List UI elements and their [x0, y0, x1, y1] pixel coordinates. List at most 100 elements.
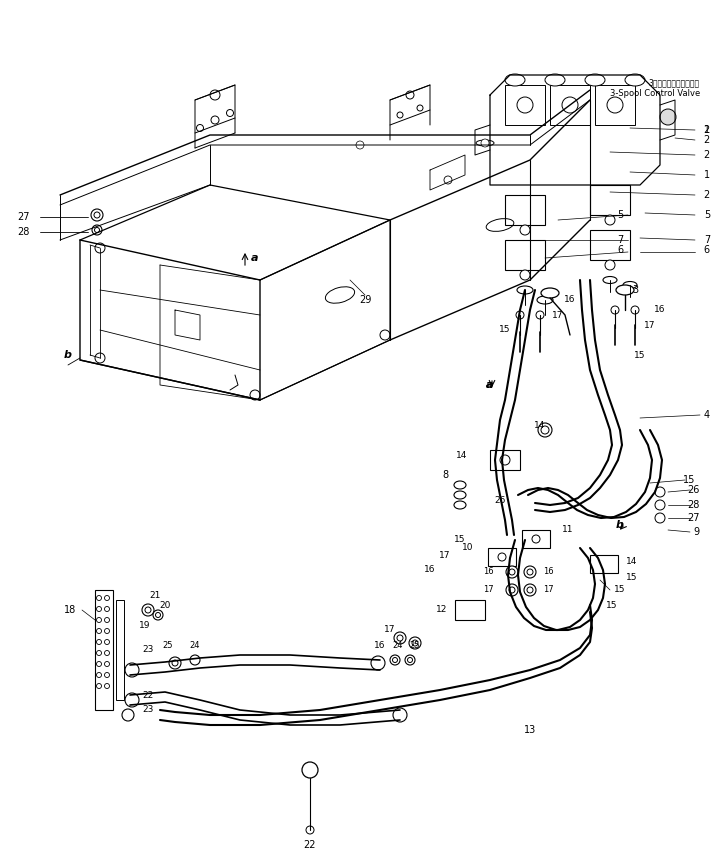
- Circle shape: [95, 243, 105, 253]
- Text: 8: 8: [442, 470, 448, 480]
- Bar: [505, 195, 545, 225]
- Circle shape: [538, 423, 552, 437]
- Bar: [505, 240, 545, 270]
- Circle shape: [516, 311, 524, 319]
- Circle shape: [380, 330, 390, 340]
- Circle shape: [517, 97, 533, 113]
- Text: 15: 15: [499, 325, 511, 335]
- Circle shape: [393, 657, 398, 663]
- Text: 24: 24: [190, 640, 200, 650]
- Circle shape: [631, 306, 639, 314]
- Text: b: b: [64, 350, 72, 360]
- Text: 15: 15: [626, 574, 638, 582]
- Circle shape: [156, 613, 161, 617]
- Circle shape: [417, 105, 423, 111]
- Text: 15: 15: [634, 350, 645, 360]
- Text: 16: 16: [564, 295, 575, 305]
- Text: 14: 14: [456, 450, 468, 460]
- Circle shape: [104, 628, 109, 633]
- Circle shape: [104, 617, 109, 622]
- Ellipse shape: [616, 285, 634, 295]
- Text: 2: 2: [704, 150, 710, 160]
- Text: 18: 18: [64, 605, 76, 615]
- Text: 2: 2: [704, 125, 710, 135]
- Bar: [550, 85, 590, 125]
- Bar: [522, 530, 550, 548]
- Text: 7: 7: [617, 235, 623, 245]
- Ellipse shape: [603, 276, 617, 283]
- Circle shape: [104, 607, 109, 611]
- Circle shape: [408, 657, 413, 663]
- Circle shape: [145, 607, 151, 613]
- Text: 17: 17: [483, 586, 493, 595]
- Bar: [488, 548, 516, 566]
- Ellipse shape: [476, 140, 494, 146]
- Circle shape: [96, 651, 101, 656]
- Ellipse shape: [454, 501, 466, 509]
- Circle shape: [409, 637, 421, 649]
- Text: 16: 16: [424, 566, 436, 574]
- Text: 25: 25: [163, 640, 174, 650]
- Circle shape: [96, 662, 101, 667]
- Circle shape: [210, 90, 220, 100]
- Bar: [490, 450, 520, 470]
- Circle shape: [95, 353, 105, 363]
- Bar: [116, 600, 124, 700]
- Circle shape: [390, 655, 400, 665]
- Circle shape: [536, 311, 544, 319]
- Text: 16: 16: [374, 640, 386, 650]
- Text: a: a: [486, 380, 494, 390]
- Text: 1: 1: [704, 125, 710, 135]
- Text: 14: 14: [534, 420, 545, 430]
- Circle shape: [96, 596, 101, 601]
- Text: 1: 1: [704, 170, 710, 180]
- Circle shape: [607, 97, 623, 113]
- Text: 25: 25: [410, 640, 421, 650]
- Circle shape: [211, 116, 219, 124]
- Circle shape: [660, 109, 676, 125]
- Text: b: b: [616, 520, 624, 530]
- Circle shape: [172, 660, 178, 666]
- Circle shape: [394, 632, 406, 644]
- Text: 5: 5: [704, 210, 710, 220]
- Circle shape: [532, 535, 540, 543]
- Text: 17: 17: [439, 550, 451, 560]
- Circle shape: [406, 91, 414, 99]
- Ellipse shape: [537, 296, 553, 304]
- Ellipse shape: [625, 74, 645, 86]
- Circle shape: [562, 97, 578, 113]
- Circle shape: [481, 139, 489, 147]
- Ellipse shape: [545, 74, 565, 86]
- Text: 26: 26: [494, 496, 506, 504]
- Ellipse shape: [585, 74, 605, 86]
- Text: 21: 21: [149, 591, 161, 599]
- Text: 11: 11: [562, 526, 574, 534]
- Text: 3: 3: [632, 285, 638, 295]
- Text: 2: 2: [704, 135, 710, 145]
- Circle shape: [397, 635, 403, 641]
- Circle shape: [393, 708, 407, 722]
- Circle shape: [196, 124, 203, 132]
- Text: 6: 6: [704, 245, 710, 255]
- Circle shape: [509, 587, 515, 593]
- Text: 19: 19: [139, 621, 151, 629]
- Text: 15: 15: [606, 601, 618, 609]
- Circle shape: [92, 225, 102, 235]
- Text: a: a: [486, 380, 494, 390]
- Ellipse shape: [517, 286, 533, 294]
- Text: 22: 22: [303, 840, 316, 850]
- Circle shape: [506, 584, 518, 596]
- Text: 5: 5: [617, 210, 623, 220]
- Text: a: a: [251, 253, 258, 263]
- Bar: [95, 590, 113, 710]
- Circle shape: [125, 663, 139, 677]
- Bar: [455, 600, 485, 620]
- Circle shape: [412, 640, 418, 646]
- Circle shape: [524, 566, 536, 578]
- Circle shape: [655, 500, 665, 510]
- Text: 12: 12: [436, 605, 448, 615]
- Text: 16: 16: [543, 568, 553, 576]
- Text: 3逊コントロールバルブ: 3逊コントロールバルブ: [649, 79, 700, 87]
- Circle shape: [527, 569, 533, 575]
- Text: 9: 9: [694, 527, 700, 537]
